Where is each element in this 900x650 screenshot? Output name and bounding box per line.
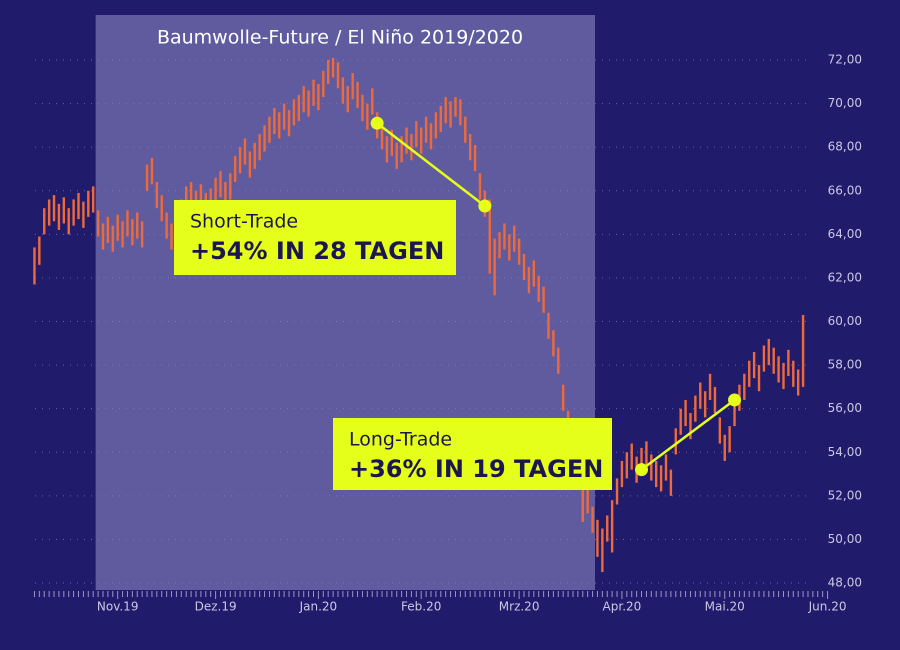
trade-point	[478, 199, 492, 213]
annotation-layer: Short-Trade +54% IN 28 TAGEN Long-Trade +36…	[174, 116, 742, 490]
y-tick-label: 62,00	[828, 270, 862, 284]
y-tick-label: 60,00	[828, 314, 862, 328]
y-tick-label: 70,00	[828, 96, 862, 110]
annotation-box	[174, 200, 456, 275]
x-tick-label: Apr.20	[603, 600, 642, 614]
x-tick-label: Jun.20	[808, 600, 847, 614]
y-tick-label: 54,00	[828, 445, 862, 459]
annotation-label: Short-Trade	[190, 211, 298, 233]
y-tick-label: 72,00	[828, 53, 862, 67]
y-tick-label: 56,00	[828, 401, 862, 415]
chart-title: Baumwolle-Future / El Niño 2019/2020	[157, 27, 523, 49]
trade-point	[370, 116, 384, 130]
highlight-region	[95, 15, 596, 590]
x-tick-label: Mrz.20	[499, 600, 540, 614]
y-tick-label: 64,00	[828, 227, 862, 241]
y-tick-label: 66,00	[828, 183, 862, 197]
trade-line	[640, 398, 736, 471]
background-layer	[95, 15, 596, 590]
y-tick-label: 50,00	[828, 532, 862, 546]
annotation-box	[333, 418, 612, 490]
x-tick-label: Feb.20	[401, 600, 441, 614]
y-tick-label: 48,00	[828, 576, 862, 590]
y-tick-label: 68,00	[828, 140, 862, 154]
trade-point	[635, 463, 649, 477]
y-tick-label: 58,00	[828, 358, 862, 372]
x-tick-label: Jan.20	[299, 600, 338, 614]
y-tick-label: 52,00	[828, 488, 862, 502]
annotation-label: Long-Trade	[349, 429, 452, 451]
trade-line	[376, 122, 486, 207]
grid-layer: 48,00 50,00 52,00 54,00 56,00 58,00 60,00 62,00…	[33, 53, 862, 614]
annotation-text: +36% IN 19 TAGEN	[349, 455, 603, 483]
annotation-text: +54% IN 28 TAGEN	[190, 237, 444, 265]
x-tick-label: Dez.19	[195, 600, 237, 614]
x-tick-label: Mai.20	[705, 600, 745, 614]
trade-point	[728, 393, 742, 407]
x-tick-label: Nov.19	[97, 600, 139, 614]
